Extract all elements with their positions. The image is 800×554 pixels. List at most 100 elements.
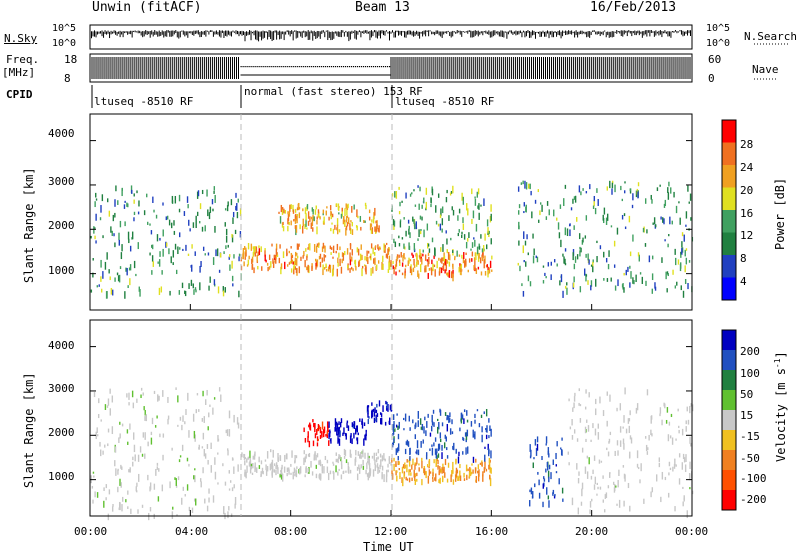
range-cell [361, 254, 363, 261]
range-cell [444, 458, 447, 466]
range-cell [195, 289, 197, 293]
range-cell [265, 259, 267, 263]
range-cell [209, 206, 212, 213]
range-cell [105, 484, 108, 489]
range-cell [629, 451, 631, 458]
range-cell [210, 465, 212, 473]
cpid-segment-3: ltuseq -8510 RF [395, 95, 495, 108]
freq-dot [312, 66, 314, 68]
range-cell [316, 259, 319, 267]
range-cell [607, 485, 610, 489]
range-cell [414, 462, 416, 465]
range-cell [537, 471, 539, 475]
range-cell [340, 457, 342, 462]
range-cell [459, 463, 461, 469]
range-cell [378, 247, 380, 251]
range-cell [585, 253, 587, 258]
range-cell [278, 211, 280, 214]
range-cell [404, 448, 407, 455]
range-cell [184, 494, 186, 497]
range-cell [466, 474, 468, 481]
range-cell [322, 264, 324, 270]
range-cell [490, 204, 492, 212]
range-cell [354, 458, 356, 466]
range-cell [214, 457, 216, 465]
range-cell [275, 469, 277, 476]
range-cell [432, 409, 435, 414]
range-cell [395, 424, 398, 428]
range-cell [635, 407, 638, 414]
range-cell [428, 268, 431, 271]
range-cell [458, 208, 461, 214]
range-cell [342, 253, 345, 261]
range-cell [467, 468, 469, 472]
range-cell [346, 222, 349, 227]
range-cell [414, 434, 417, 440]
range-cell [378, 469, 381, 473]
range-cell [414, 464, 416, 470]
range-cell [589, 501, 592, 508]
range-cell [459, 470, 461, 478]
range-cell [132, 456, 134, 461]
freq-dot [314, 66, 316, 68]
xtick-2: 08:00 [274, 525, 308, 538]
range-cell [324, 455, 327, 461]
range-cell [412, 458, 414, 466]
range-cell [434, 437, 437, 442]
range-cell [683, 234, 685, 242]
range-cell [236, 212, 239, 219]
range-cell [121, 188, 123, 197]
range-cell [192, 222, 195, 228]
range-cell [103, 487, 105, 491]
range-cell [486, 244, 488, 250]
vel-cb-100: 100 [740, 367, 760, 380]
range-cell [286, 252, 288, 256]
freq-dot [374, 66, 377, 68]
range-cell [529, 489, 531, 493]
range-cell [328, 440, 330, 446]
range-cell [455, 458, 457, 463]
range-cell [460, 412, 463, 420]
range-cell [629, 505, 631, 512]
freq-dot [366, 66, 369, 68]
range-cell [619, 440, 622, 447]
range-cell [556, 217, 558, 221]
range-cell [281, 207, 284, 210]
range-cell [477, 188, 480, 195]
range-cell [444, 472, 446, 478]
range-cell [606, 391, 608, 396]
range-cell [425, 265, 427, 273]
range-cell [207, 459, 209, 465]
range-cell [191, 264, 193, 272]
range-cell [432, 472, 434, 477]
range-cell [637, 252, 640, 257]
range-cell [458, 451, 460, 457]
range-cell [292, 209, 295, 214]
range-cell [606, 186, 608, 191]
range-cell [661, 257, 663, 263]
range-cell [421, 478, 423, 486]
range-cell [213, 279, 216, 286]
range-cell [579, 418, 582, 423]
range-cell [436, 455, 438, 460]
range-cell [182, 486, 185, 491]
range-cell [541, 204, 543, 212]
range-cell [207, 209, 209, 217]
range-cell [338, 429, 340, 434]
range-cell [238, 253, 241, 257]
range-cell [463, 252, 465, 259]
range-cell [294, 225, 297, 229]
range-cell [228, 506, 230, 511]
range-cell [266, 451, 269, 459]
range-cell [414, 424, 416, 430]
range-cell [204, 453, 207, 459]
range-cell [532, 491, 534, 499]
range-cell [395, 470, 397, 476]
range-cell [446, 189, 448, 194]
range-cell [328, 421, 330, 428]
range-cell [415, 221, 417, 230]
range-cell [228, 429, 231, 437]
range-cell [413, 189, 415, 192]
range-cell [427, 242, 429, 249]
range-cell [94, 491, 96, 498]
